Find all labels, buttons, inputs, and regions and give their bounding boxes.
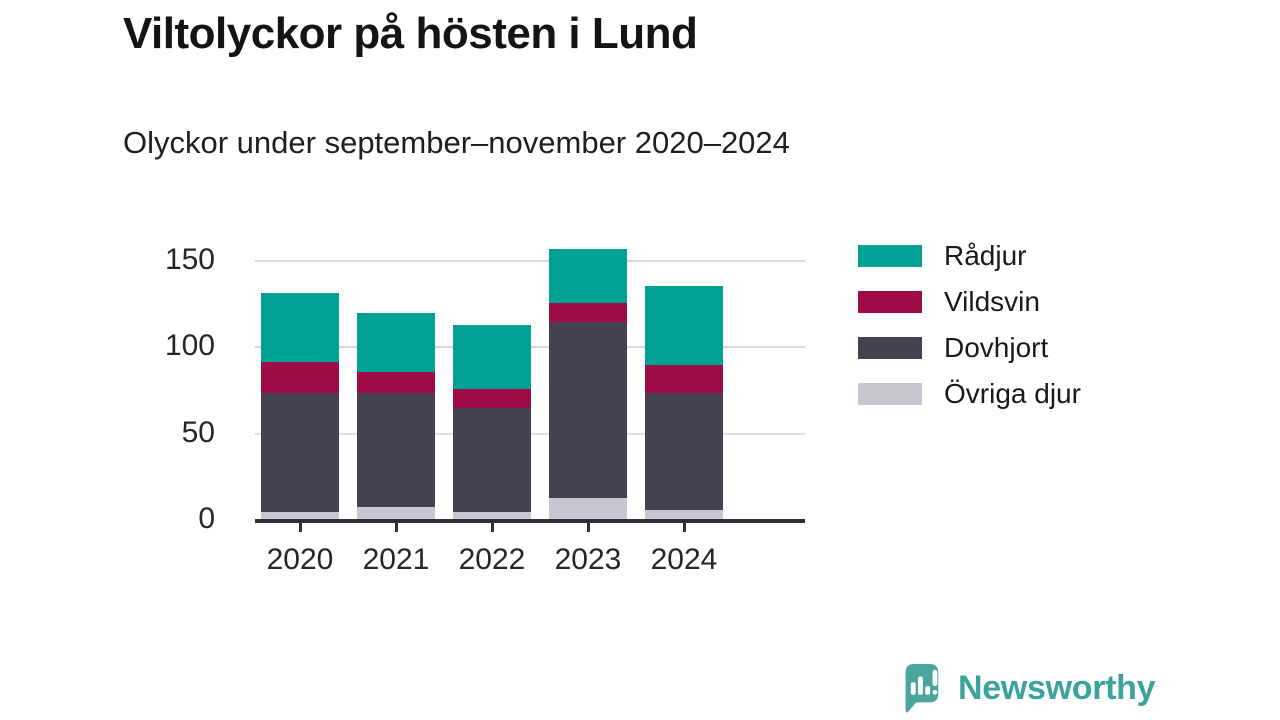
bar-2022-segment-rådjur [453, 325, 531, 390]
x-tick-label-2024: 2024 [650, 543, 718, 576]
bar-2023 [549, 249, 627, 519]
bar-2021-segment-rådjur [357, 313, 435, 373]
legend-swatch-övriga-djur [858, 383, 922, 405]
bar-2022-segment-övriga-djur [453, 512, 531, 519]
bar-2024-segment-dovhjort [645, 392, 723, 511]
bar-2021 [357, 313, 435, 519]
x-tick-2022 [490, 523, 494, 532]
y-tick-label-0: 0 [198, 502, 215, 535]
legend-swatch-rådjur [858, 245, 922, 267]
bar-2021-segment-dovhjort [357, 392, 435, 507]
bar-2020-segment-rådjur [261, 292, 339, 362]
bar-2020-segment-vildsvin [261, 361, 339, 393]
page-title: Viltolyckor på hösten i Lund [123, 9, 698, 58]
bar-2023-segment-rådjur [549, 249, 627, 303]
legend-item-övriga-djur: Övriga djur [858, 378, 1081, 409]
legend-item-dovhjort: Dovhjort [858, 332, 1081, 363]
legend-swatch-dovhjort [858, 337, 922, 359]
y-tick-label-100: 100 [164, 329, 215, 363]
brand-name: Newsworthy [958, 669, 1156, 707]
gridline-150 [255, 259, 805, 262]
bar-2024-segment-vildsvin [645, 365, 723, 393]
bar-2020-segment-dovhjort [261, 392, 339, 513]
bar-2024 [645, 285, 723, 519]
bar-2023-segment-övriga-djur [549, 498, 627, 519]
plot-area: 2020 2021 2022 2023 2024 [255, 240, 805, 576]
chart-subtitle: Olyckor under september–november 2020–20… [123, 125, 790, 160]
y-tick-label-150: 150 [164, 242, 215, 276]
legend-label-vildsvin: Vildsvin [944, 286, 1040, 317]
legend-swatch-vildsvin [858, 291, 922, 313]
x-axis-line [255, 519, 805, 523]
x-tick-2024 [682, 523, 686, 532]
bar-2022-segment-dovhjort [453, 408, 531, 513]
bar-2021-segment-vildsvin [357, 372, 435, 393]
legend-label-rådjur: Rådjur [944, 240, 1027, 271]
newsworthy-logo-icon [905, 664, 939, 713]
bar-2022-segment-vildsvin [453, 389, 531, 409]
bar-2023-segment-vildsvin [549, 302, 627, 322]
legend-label-dovhjort: Dovhjort [944, 332, 1049, 363]
legend-item-vildsvin: Vildsvin [858, 286, 1081, 317]
bar-2020 [261, 292, 339, 519]
x-tick-2021 [394, 523, 398, 532]
bar-2023-segment-dovhjort [549, 321, 627, 499]
x-tick-label-2021: 2021 [362, 543, 430, 576]
y-tick-label-50: 50 [181, 415, 215, 449]
x-tick-label-2022: 2022 [458, 543, 526, 576]
x-tick-label-2020: 2020 [266, 543, 334, 576]
bar-2020-segment-övriga-djur [261, 512, 339, 519]
legend: Rådjur Vildsvin Dovhjort Övriga djur [858, 240, 1081, 429]
y-axis-labels: 0 50 100 150 [130, 240, 215, 533]
bar-2021-segment-övriga-djur [357, 506, 435, 519]
x-tick-label-2023: 2023 [554, 543, 622, 576]
legend-label-övriga-djur: Övriga djur [944, 378, 1081, 409]
bar-2024-segment-rådjur [645, 285, 723, 366]
x-tick-2023 [586, 523, 590, 532]
brand-footer: Newsworthy [896, 662, 1156, 715]
bar-2022 [453, 325, 531, 519]
bar-2024-segment-övriga-djur [645, 510, 723, 519]
x-tick-2020 [298, 523, 302, 532]
legend-item-rådjur: Rådjur [858, 240, 1081, 271]
